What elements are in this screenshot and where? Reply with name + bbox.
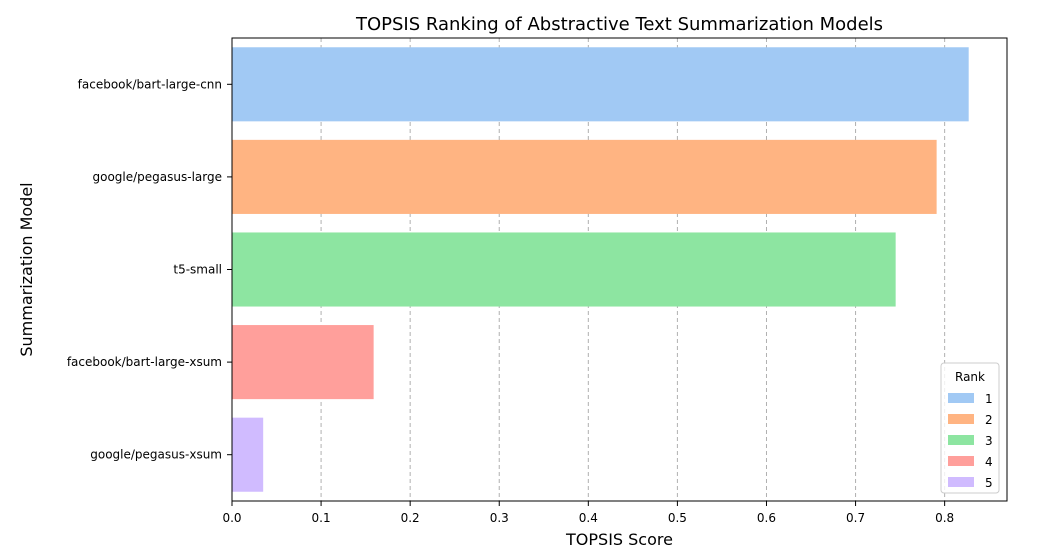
x-axis-title: TOPSIS Score (565, 530, 673, 549)
legend-label: 2 (985, 413, 993, 427)
legend-label: 4 (985, 455, 993, 469)
y-tick-label: google/pegasus-large (93, 170, 223, 184)
y-axis-title: Summarization Model (17, 182, 36, 356)
legend-swatch (948, 456, 974, 466)
legend-label: 5 (985, 476, 993, 490)
bar (232, 232, 896, 307)
legend-swatch (948, 477, 974, 487)
x-axis-ticks: 0.0 0.1 0.2 0.3 0.4 0.5 0.6 0.7 0.8 (222, 501, 954, 525)
x-tick-label: 0.8 (935, 511, 954, 525)
x-tick-label: 0.4 (579, 511, 598, 525)
legend-swatch (948, 414, 974, 424)
x-tick-label: 0.5 (668, 511, 687, 525)
y-tick-label: facebook/bart-large-cnn (78, 77, 222, 91)
legend-swatch (948, 435, 974, 445)
y-axis-ticks: facebook/bart-large-cnn google/pegasus-la… (67, 77, 232, 462)
chart-title: TOPSIS Ranking of Abstractive Text Summa… (355, 14, 883, 35)
x-tick-label: 0.3 (490, 511, 509, 525)
x-tick-label: 0.0 (222, 511, 241, 525)
bars (232, 47, 969, 492)
legend-swatch (948, 393, 974, 403)
x-tick-label: 0.6 (757, 511, 776, 525)
y-tick-label: t5-small (173, 263, 222, 277)
legend-label: 3 (985, 434, 993, 448)
legend-label: 1 (985, 392, 993, 406)
x-tick-label: 0.1 (312, 511, 331, 525)
y-tick-label: google/pegasus-xsum (90, 448, 222, 462)
legend-title: Rank (955, 370, 985, 384)
legend: Rank 1 2 3 4 5 (940, 362, 1000, 494)
x-tick-label: 0.7 (846, 511, 865, 525)
bar (232, 139, 937, 214)
legend-entries: 1 2 3 4 5 (948, 392, 993, 490)
bar (232, 47, 969, 122)
x-tick-label: 0.2 (401, 511, 420, 525)
bar (232, 417, 264, 492)
bar (232, 325, 374, 400)
y-tick-label: facebook/bart-large-xsum (67, 355, 222, 369)
